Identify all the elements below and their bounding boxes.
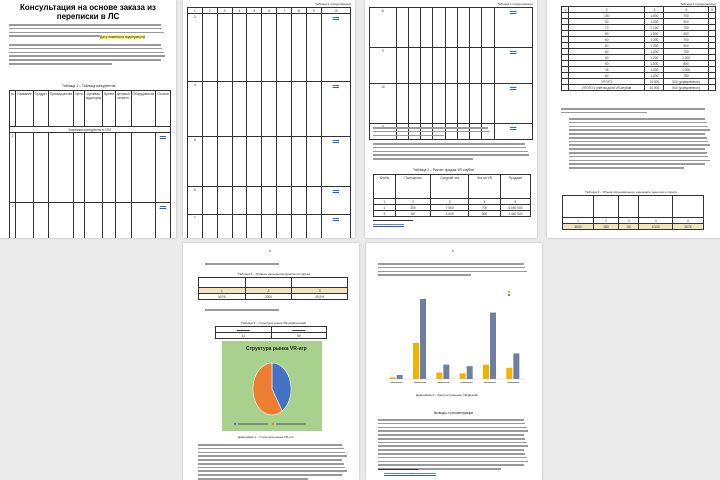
bar bbox=[513, 353, 520, 379]
paragraph bbox=[373, 143, 531, 162]
table-caption: Таблица 2 – Расчет продаж VR-клубов bbox=[413, 168, 474, 172]
bar-chart bbox=[385, 291, 525, 383]
bar bbox=[459, 373, 466, 379]
bar bbox=[483, 364, 489, 379]
bar bbox=[466, 366, 473, 379]
footnote-link[interactable]: ▬▬▬▬▬▬▬▬▬▬▬▬ bbox=[373, 223, 405, 226]
legend-swatch bbox=[234, 423, 236, 425]
page-number: 6 bbox=[452, 249, 454, 253]
bar bbox=[389, 377, 396, 379]
competitors-table-continued: 8▬▬ 9▬▬ 10▬▬ 11▬▬ bbox=[369, 7, 534, 140]
page-5: 5 Таблица 4 – Уровень насыщения рыночног… bbox=[183, 243, 359, 480]
section-heading: Выводы и рекомендации bbox=[434, 411, 474, 415]
bar bbox=[443, 364, 450, 379]
category-label bbox=[437, 382, 450, 383]
category-label bbox=[507, 382, 520, 383]
bar bbox=[413, 343, 419, 379]
category-label bbox=[484, 382, 496, 383]
paragraph bbox=[205, 309, 340, 313]
figure-caption: Диаграмма 1 – Структура рынка VR-игр bbox=[238, 435, 294, 439]
highlighted-note: Дату поменяла подчеркнула bbox=[100, 35, 145, 39]
category-label bbox=[460, 382, 473, 383]
page-2: Таблица 1 (продолжение) 1 2 3 4 5 6 7 8 9 10 3 ▬▬ … bbox=[183, 0, 355, 238]
sales-table: Клубы Посещения Средний чек Чек на VR Продаж… bbox=[373, 174, 532, 217]
bar bbox=[396, 375, 403, 379]
page-number: 5 bbox=[269, 249, 271, 253]
legend-label bbox=[276, 423, 306, 425]
paragraph bbox=[378, 263, 530, 278]
table-row: ИТОГО с учетом доли VR-клубов 20 000 500 (… bbox=[560, 84, 717, 91]
page-1: Консультация на основе заказа из перепис… bbox=[0, 0, 176, 238]
pie-chart-title: Структура рынка VR-игр bbox=[246, 346, 307, 352]
table-caption: Таблица 3 – Объем потенциального денежно… bbox=[585, 190, 677, 194]
competitors-table-continued: 1 2 3 4 5 6 7 8 9 10 3 ▬▬ 4 ▬▬ 5 ▬▬ 6 ▬▬ 7 ▬▬ bbox=[187, 7, 352, 238]
legend-label bbox=[238, 423, 268, 425]
pie-chart: Структура рынка VR-игр bbox=[222, 341, 322, 431]
legend-swatch bbox=[508, 291, 510, 293]
table-row: 80 1 500 550 bbox=[560, 30, 717, 37]
legend-swatch bbox=[272, 423, 274, 425]
category-label bbox=[414, 382, 426, 383]
table-caption: Таблица 5 – Структура рынка VR-развлечен… bbox=[241, 321, 306, 325]
table-caption: Таблица 4 – Уровень насыщения рыночного … bbox=[238, 272, 310, 276]
legend-swatch bbox=[508, 294, 510, 296]
figure-caption: Диаграмма 2 – Распространение VR-Дизайн bbox=[416, 393, 479, 397]
table-continuation-label: Таблица 1 (продолжение) bbox=[497, 2, 533, 6]
bar bbox=[420, 299, 426, 379]
bar bbox=[436, 372, 443, 379]
paragraph bbox=[9, 44, 167, 67]
bar bbox=[506, 367, 513, 379]
footnote-link[interactable]: ▬▬▬▬▬▬▬▬▬▬▬▬▬▬▬▬▬▬▬▬ bbox=[384, 472, 436, 475]
table-continuation-label: Таблица 1 (продолжение) bbox=[315, 2, 351, 6]
conclusions-list bbox=[378, 419, 530, 472]
paragraph bbox=[561, 108, 711, 116]
bullet-list bbox=[569, 118, 711, 171]
table-continuation-label: Таблица 1 (продолжение) bbox=[680, 2, 716, 6]
page-6: 6 Диаграмма 2 – Распространение VR-Дизай… bbox=[366, 243, 542, 480]
paragraph bbox=[205, 263, 340, 267]
category-label bbox=[390, 382, 403, 383]
table-caption: Таблица 1 – Таблица конкурентов bbox=[62, 84, 116, 88]
page-3: Таблица 1 (продолжение) 8▬▬ 9▬▬ 10▬▬ 11▬… bbox=[365, 0, 537, 238]
competitors-table: № Название Продукт Преимущества Цена Целевая … bbox=[8, 90, 171, 238]
bar bbox=[490, 312, 496, 379]
pie-slice bbox=[252, 362, 283, 416]
paragraph bbox=[198, 444, 348, 480]
intro-paragraph bbox=[9, 24, 167, 39]
document-title: Консультация на основе заказа из перепис… bbox=[19, 3, 157, 21]
table-notes bbox=[373, 127, 493, 138]
structure-table: ▬▬▬▬ ▬▬▬▬ 41 59 bbox=[215, 326, 327, 339]
